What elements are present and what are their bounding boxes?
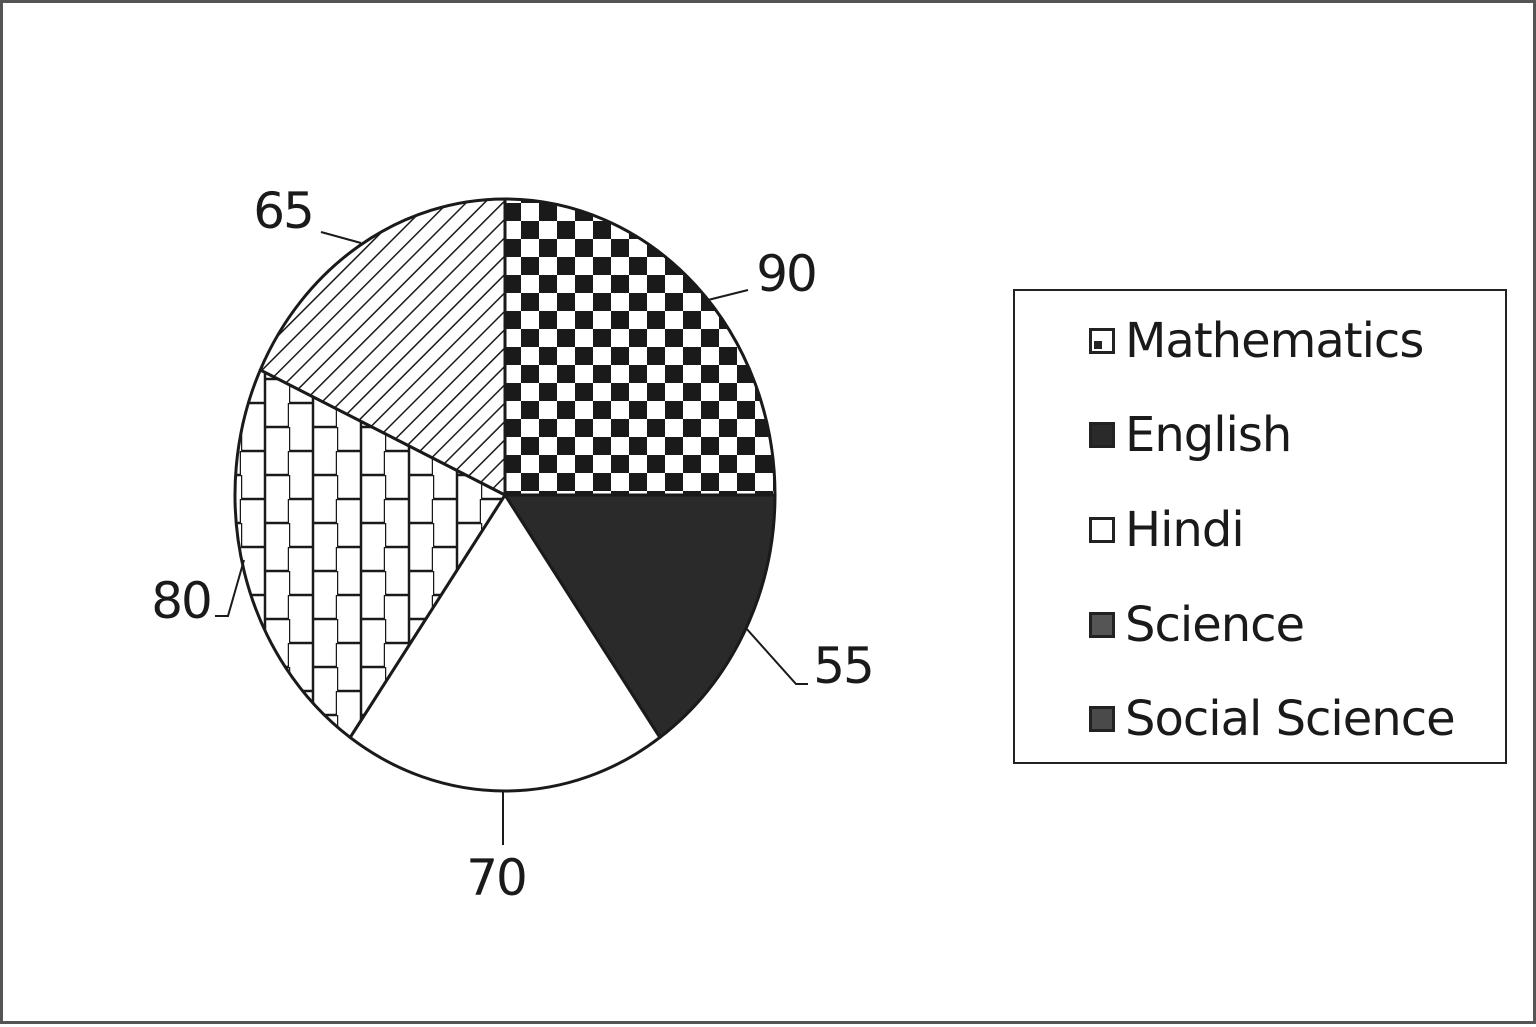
data-label-social-science: 65 [253,182,313,240]
legend-swatch-english [1089,422,1115,448]
pie-slice-mathematics [503,197,777,497]
pie-slice-english [503,493,777,739]
leader-line-social-science [320,231,362,244]
data-labels: 90 55 70 80 65 [151,182,875,907]
data-label-english: 55 [813,637,873,695]
legend-label-hindi: Hindi [1125,502,1245,558]
legend-label-social-science: Social Science [1125,691,1456,747]
pie-chart: 90 55 70 80 65 [151,182,875,907]
legend-label-mathematics: Mathematics [1125,313,1424,369]
legend-item-science: Science [1089,595,1305,655]
legend: Mathematics English Hindi Science Social… [1013,289,1507,764]
data-label-hindi: 70 [466,849,526,907]
legend-label-english: English [1125,407,1292,463]
legend-label-science: Science [1125,597,1305,653]
legend-item-english: English [1089,405,1292,465]
legend-swatch-science [1089,612,1115,638]
data-label-mathematics: 90 [756,245,816,303]
legend-swatch-mathematics [1089,328,1115,354]
pie-slice-hindi [348,493,662,793]
legend-swatch-hindi [1089,517,1115,543]
pie-slice-social-science [258,197,507,497]
leader-line-mathematics [707,289,749,301]
legend-item-hindi: Hindi [1089,500,1245,560]
leader-line-science [215,559,245,617]
legend-item-mathematics: Mathematics [1089,311,1424,371]
legend-item-social-science: Social Science [1089,689,1456,749]
legend-swatch-social-science [1089,706,1115,732]
data-label-science: 80 [151,572,211,630]
leader-lines [215,231,808,845]
pie-slices [233,197,777,793]
leader-line-english [744,626,808,685]
